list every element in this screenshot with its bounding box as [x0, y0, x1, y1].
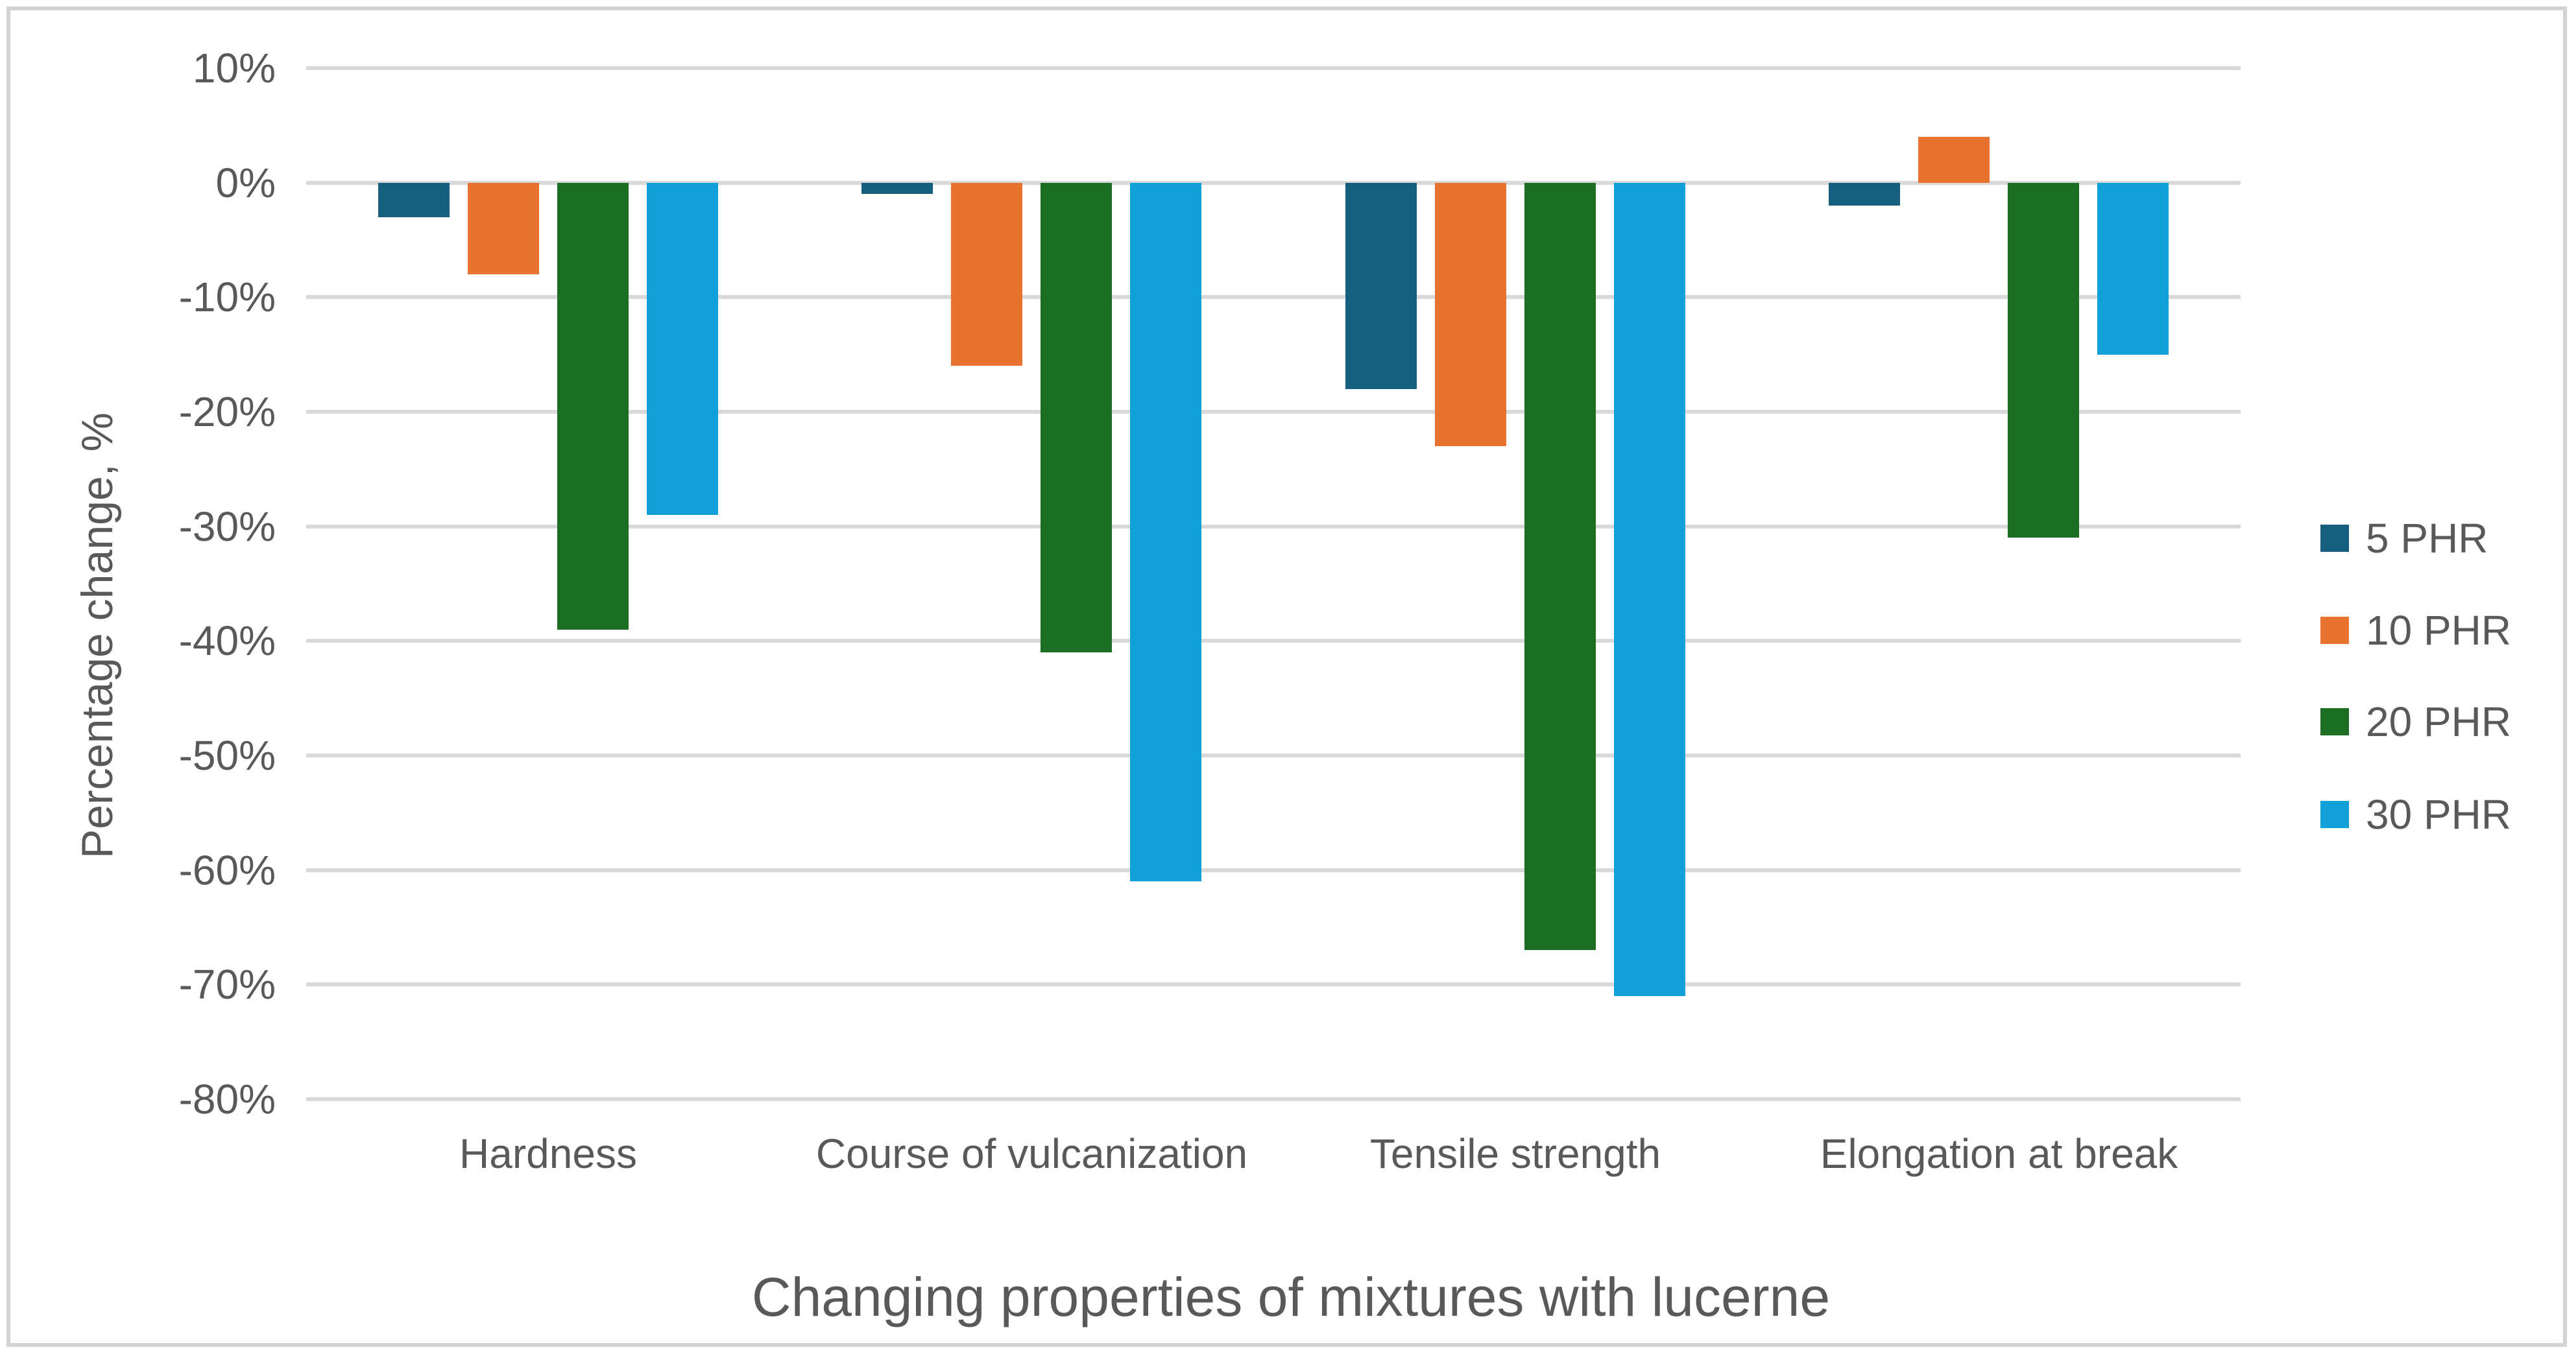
- category-label-tensile-strength: Tensile strength: [1369, 1130, 1661, 1177]
- category-label-elongation-at-break: Elongation at break: [1820, 1130, 2178, 1177]
- bar-hardness-30-phr: [646, 182, 718, 515]
- bar-elongation-at-break-10-phr: [1918, 137, 1990, 183]
- bar-hardness-5-phr: [378, 182, 450, 217]
- bar-course-of-vulcanization-30-phr: [1130, 182, 1202, 882]
- y-tick-label: -60%: [178, 846, 276, 894]
- gridline-10: [306, 66, 2241, 70]
- x-axis-title: Changing properties of mixtures with luc…: [751, 1267, 1831, 1327]
- y-tick-label: -30%: [178, 503, 276, 550]
- bar-tensile-strength-30-phr: [1613, 182, 1685, 996]
- y-tick-label: -50%: [178, 732, 276, 779]
- y-tick-label: -70%: [178, 961, 276, 1008]
- y-tick-label: -10%: [178, 274, 276, 321]
- bar-tensile-strength-5-phr: [1345, 182, 1417, 389]
- y-tick-label: 10%: [192, 45, 276, 91]
- bar-course-of-vulcanization-20-phr: [1041, 182, 1113, 652]
- gridline--20: [306, 410, 2241, 414]
- bar-course-of-vulcanization-10-phr: [951, 182, 1023, 366]
- legend-label-20-phr: 20 PHR: [2366, 698, 2512, 745]
- legend-entry-5-phr: 5 PHR: [2320, 515, 2488, 562]
- bar-hardness-10-phr: [467, 182, 539, 274]
- gridline--40: [306, 639, 2241, 643]
- legend-entry-30-phr: 30 PHR: [2320, 791, 2512, 838]
- y-tick-label: 0%: [215, 159, 276, 206]
- gridline--50: [306, 754, 2241, 757]
- gridline--10: [306, 295, 2241, 300]
- legend-entry-20-phr: 20 PHR: [2320, 698, 2512, 745]
- legend-label-5-phr: 5 PHR: [2366, 515, 2488, 562]
- gridline--70: [306, 982, 2241, 987]
- bar-elongation-at-break-30-phr: [2097, 182, 2169, 355]
- legend-entry-10-phr: 10 PHR: [2320, 607, 2512, 654]
- bar-tensile-strength-20-phr: [1524, 182, 1596, 951]
- bar-elongation-at-break-20-phr: [2008, 182, 2080, 538]
- gridline--60: [306, 868, 2241, 872]
- gridline--80: [306, 1097, 2241, 1101]
- bar-tensile-strength-10-phr: [1434, 182, 1506, 446]
- y-tick-label: -40%: [178, 617, 276, 665]
- bar-elongation-at-break-5-phr: [1829, 182, 1901, 206]
- gridline-0: [306, 180, 2241, 185]
- legend-swatch-20-phr: [2320, 708, 2349, 735]
- bar-hardness-20-phr: [557, 182, 629, 630]
- category-label-hardness: Hardness: [459, 1130, 637, 1177]
- gridline--30: [306, 524, 2241, 529]
- legend-label-30-phr: 30 PHR: [2366, 791, 2512, 838]
- legend-swatch-30-phr: [2320, 801, 2349, 828]
- plot-area: [306, 66, 2241, 1101]
- y-tick-label: -20%: [178, 388, 276, 435]
- y-tick-label: -80%: [178, 1076, 276, 1123]
- legend-label-10-phr: 10 PHR: [2366, 607, 2512, 654]
- legend-swatch-10-phr: [2320, 617, 2349, 644]
- bar-course-of-vulcanization-5-phr: [861, 182, 933, 195]
- category-label-course-of-vulcanization: Course of vulcanization: [815, 1130, 1248, 1177]
- legend-swatch-5-phr: [2320, 525, 2349, 552]
